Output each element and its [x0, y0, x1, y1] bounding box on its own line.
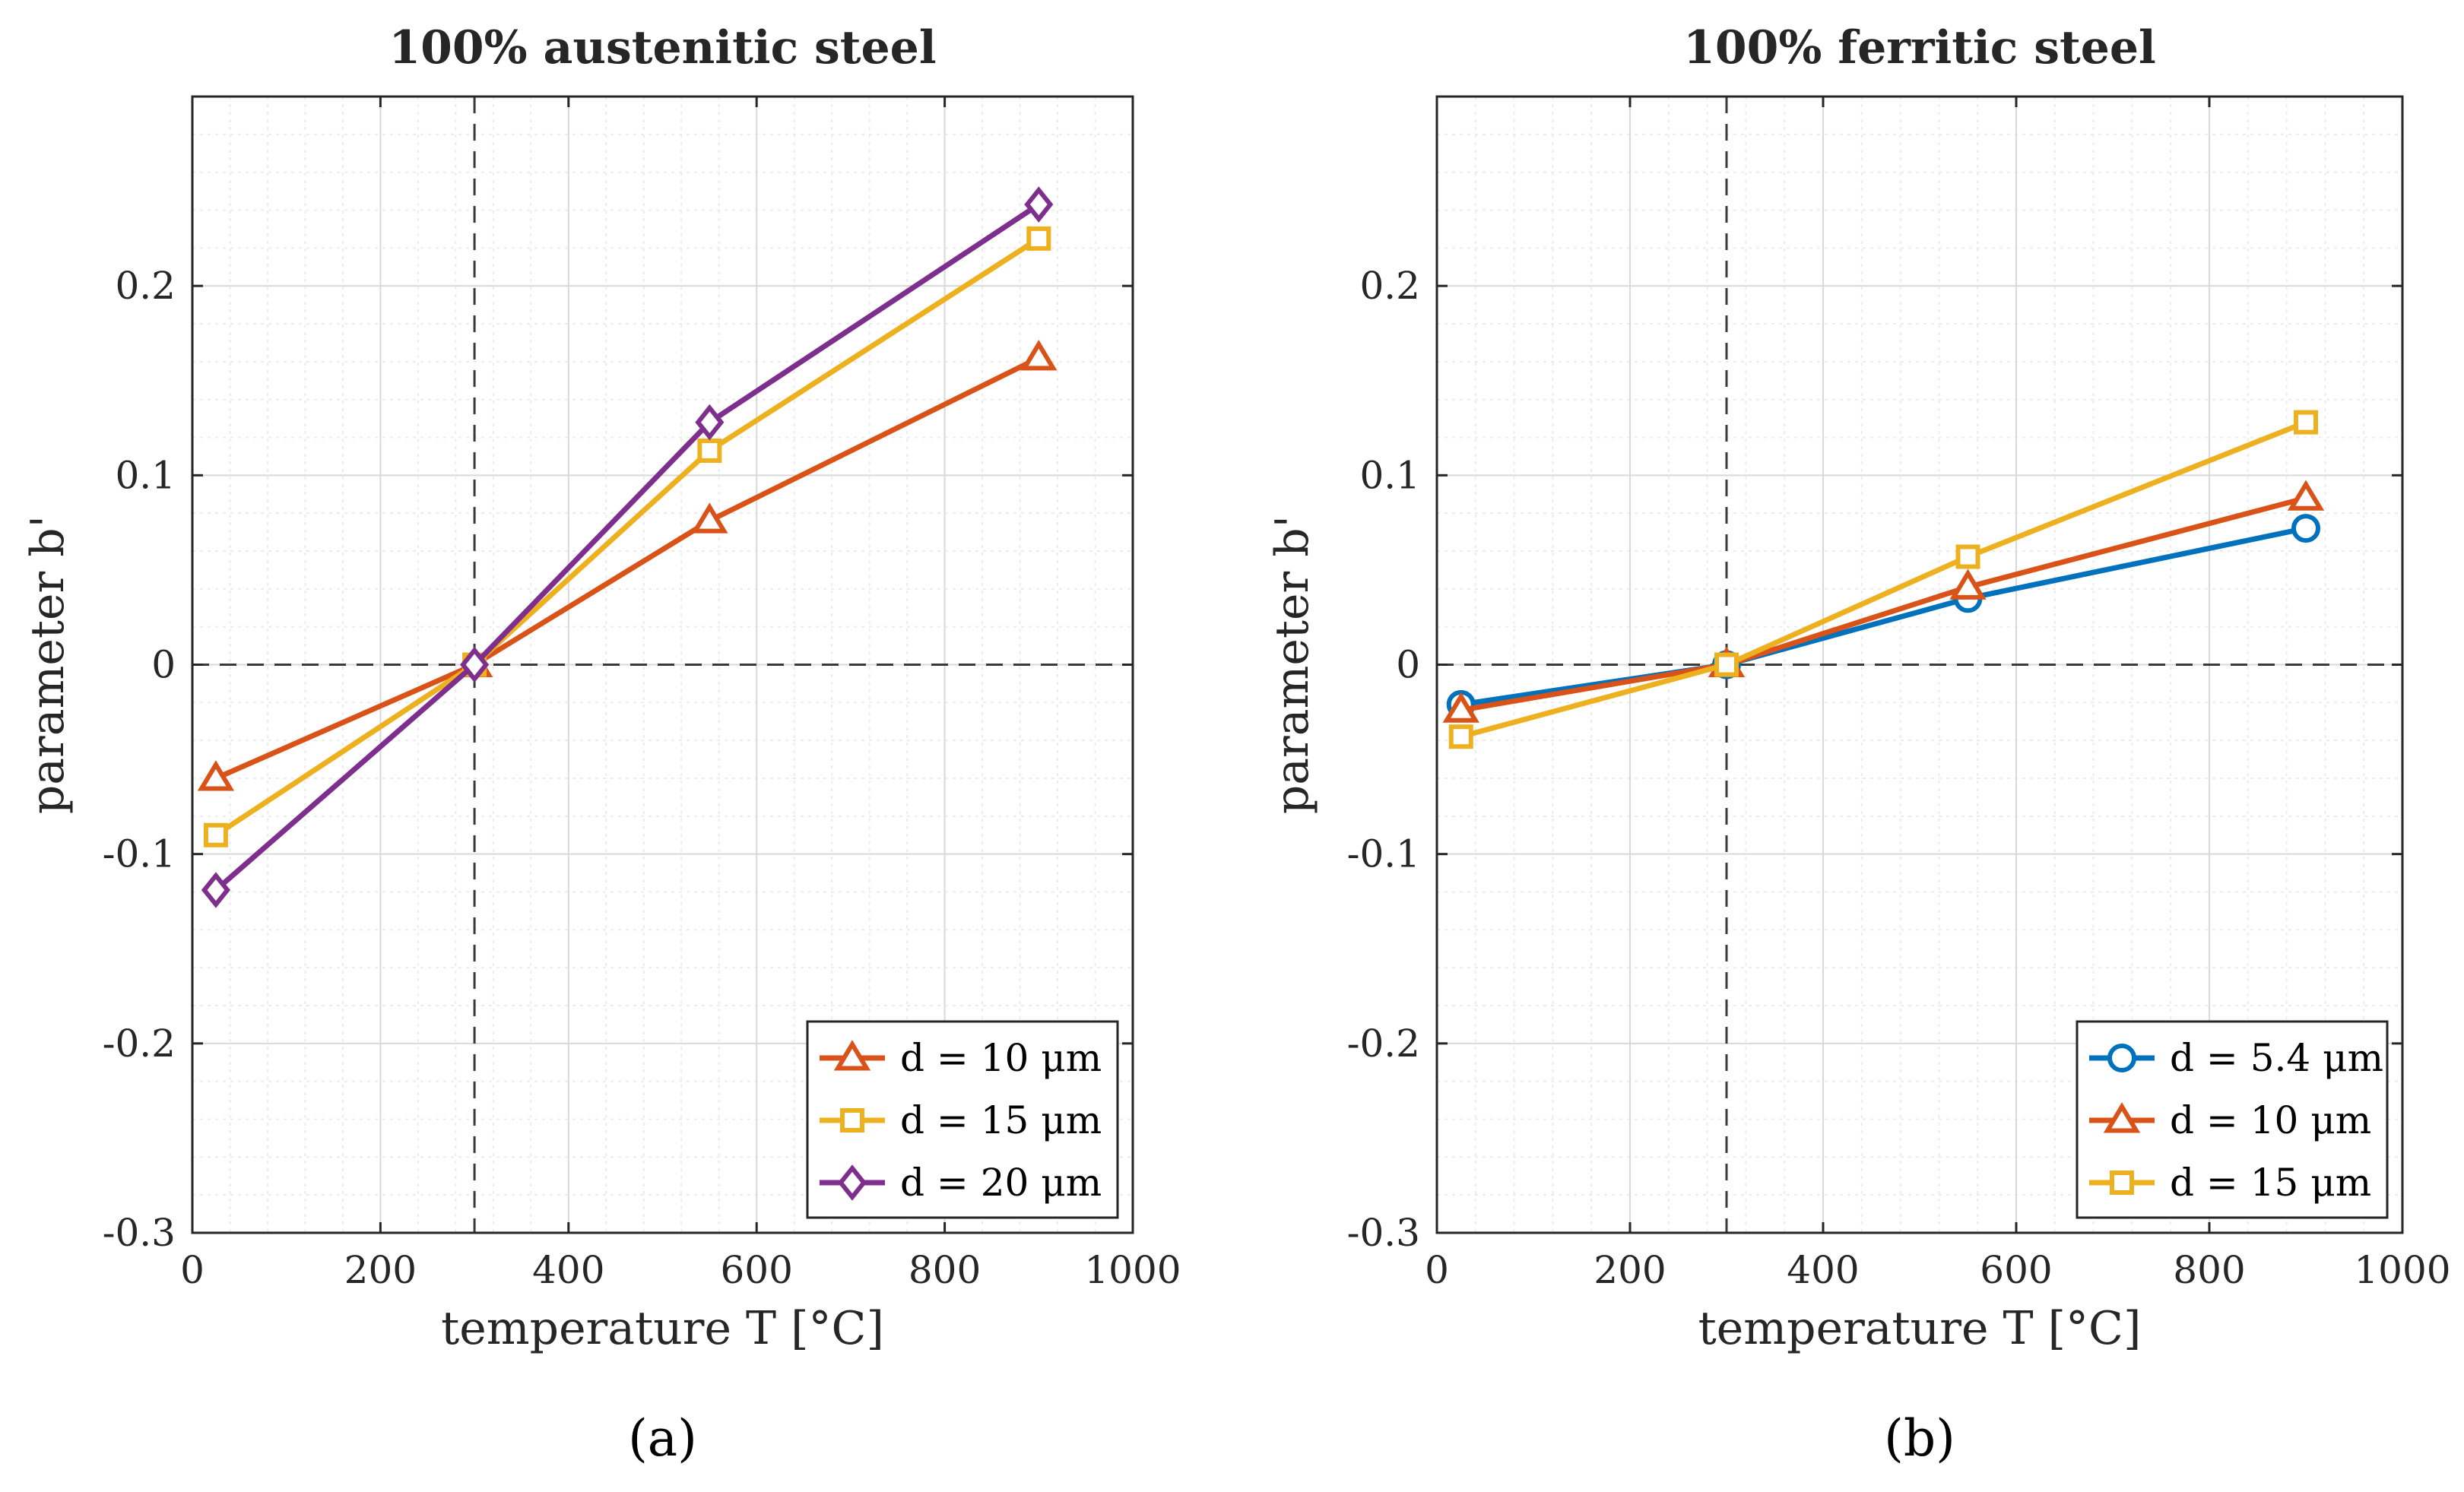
- x-tick-label: 200: [1594, 1248, 1666, 1292]
- data-point-square: [1448, 724, 1473, 749]
- series-line: [1460, 525, 2307, 708]
- y-tick-label: -0.1: [1347, 832, 1420, 876]
- y-tick-label: 0: [151, 643, 176, 687]
- x-axis-label: temperature T [°C]: [441, 1302, 884, 1355]
- y-tick-label: 0.1: [1359, 453, 1420, 497]
- legend-label: d = 20 μm: [900, 1161, 1102, 1205]
- legend-marker-triangle: [2103, 1102, 2141, 1133]
- legend-marker-square: [2110, 1170, 2134, 1195]
- legend: d = 5.4 μm d = 10 μm d = 15 μm: [2076, 1020, 2389, 1219]
- legend-item: d = 20 μm: [820, 1161, 1102, 1205]
- x-tick-label: 0: [180, 1248, 205, 1292]
- legend-marker-diamond: [837, 1164, 867, 1201]
- data-point-square: [1955, 544, 1980, 569]
- x-tick-label: 400: [532, 1248, 604, 1292]
- legend-label: d = 15 μm: [2170, 1161, 2371, 1205]
- series-line: [214, 202, 1041, 892]
- data-point-triangle: [1020, 340, 1058, 371]
- data-point-square: [2294, 410, 2318, 435]
- legend: d = 10 μm d = 15 μm d = 20 μm: [806, 1020, 1119, 1219]
- x-tick-label: 600: [1980, 1248, 2052, 1292]
- legend-item: d = 10 μm: [820, 1036, 1102, 1080]
- legend-label: d = 15 μm: [900, 1098, 1102, 1142]
- series-line: [214, 236, 1041, 838]
- panel-label: (b): [1884, 1409, 1955, 1468]
- y-tick-label: -0.2: [103, 1022, 176, 1066]
- legend-item: d = 15 μm: [820, 1098, 1102, 1142]
- data-point-square: [203, 822, 228, 847]
- data-point-triangle: [1949, 569, 1987, 600]
- y-tick-label: 0.1: [115, 453, 176, 497]
- x-tick-label: 600: [720, 1248, 792, 1292]
- y-axis-label: parameter b': [1266, 515, 1319, 814]
- y-tick-label: 0: [1396, 643, 1420, 687]
- y-tick-label: -0.3: [103, 1211, 176, 1255]
- y-tick-label: -0.2: [1347, 1022, 1420, 1066]
- series-square: [1448, 410, 2318, 749]
- data-point-square: [1026, 226, 1051, 251]
- legend-label: d = 10 μm: [2170, 1098, 2371, 1142]
- panel-label: (a): [628, 1409, 697, 1468]
- y-tick-label: 0.2: [115, 264, 176, 308]
- y-tick-label: -0.3: [1347, 1211, 1420, 1255]
- legend-label: d = 10 μm: [900, 1036, 1102, 1080]
- minor-grid: [1437, 97, 2402, 1233]
- legend-item: d = 10 μm: [2089, 1098, 2371, 1142]
- data-point-triangle: [197, 760, 235, 791]
- data-point-triangle: [691, 502, 728, 534]
- data-point-diamond: [1024, 186, 1054, 223]
- legend-label: d = 5.4 μm: [2170, 1036, 2383, 1080]
- series-line: [1460, 420, 2307, 740]
- y-axis-label: parameter b': [21, 515, 75, 814]
- y-tick-label: 0.2: [1359, 264, 1420, 308]
- x-tick-label: 200: [344, 1248, 417, 1292]
- x-tick-label: 800: [909, 1248, 981, 1292]
- legend-item: d = 15 μm: [2089, 1161, 2371, 1205]
- legend-item: d = 5.4 μm: [2089, 1036, 2383, 1080]
- data-point-diamond: [201, 872, 230, 908]
- data-point-square: [697, 438, 722, 463]
- legend-marker-triangle: [833, 1040, 871, 1071]
- x-tick-label: 0: [1425, 1248, 1449, 1292]
- series-triangle: [197, 340, 1058, 791]
- data-point-triangle: [1442, 692, 1479, 723]
- x-axis-label: temperature T [°C]: [1698, 1302, 2142, 1355]
- x-tick-label: 800: [2173, 1248, 2245, 1292]
- x-tick-label: 400: [1787, 1248, 1859, 1292]
- data-point-square: [1714, 652, 1739, 677]
- x-tick-label: 1000: [1084, 1248, 1181, 1292]
- chart-panel-a: 0 200 400 600 800 1000 -0.3 -0.2 -0.1 0 0.1 0.2 100%…: [21, 21, 1181, 1468]
- data-point-diamond: [695, 404, 725, 441]
- series-line: [1460, 495, 2307, 713]
- legend-marker-square: [840, 1108, 864, 1132]
- y-tick-label: -0.1: [103, 832, 176, 876]
- x-tick-label: 1000: [2354, 1248, 2450, 1292]
- series-diamond: [201, 186, 1054, 908]
- chart-panel-b: 0 200 400 600 800 1000 -0.3 -0.2 -0.1 0 0.1 0.2 100%…: [1266, 21, 2451, 1468]
- chart-title: 100% austenitic steel: [388, 21, 936, 74]
- series-square: [203, 226, 1051, 847]
- series-line: [214, 355, 1040, 781]
- data-point-diamond: [460, 646, 490, 683]
- chart-title: 100% ferritic steel: [1683, 21, 2156, 74]
- data-point-triangle: [2287, 480, 2325, 511]
- data-point-circle: [2291, 514, 2320, 543]
- legend-marker-circle: [2107, 1044, 2136, 1072]
